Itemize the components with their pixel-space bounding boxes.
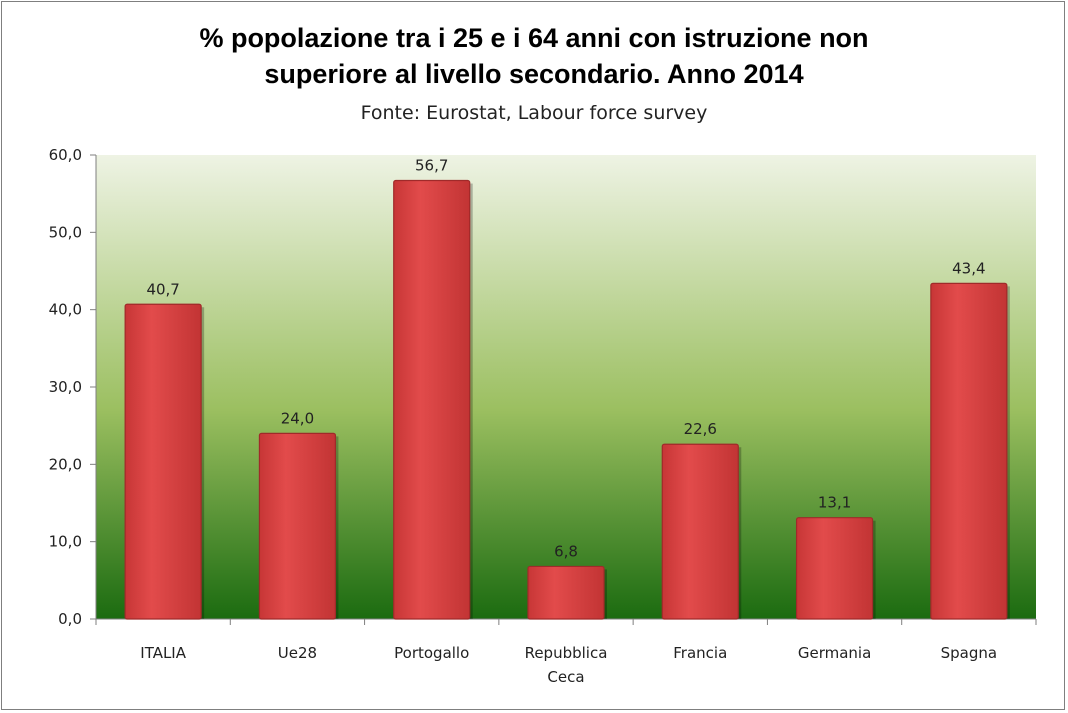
data-label: 24,0 [281,409,314,427]
bar [527,565,605,620]
y-tick-label: 40,0 [49,301,82,319]
category-label: Portogallo [394,644,469,662]
category-label: ITALIA [140,644,186,662]
y-tick-label: 0,0 [58,610,82,628]
y-tick-label: 20,0 [49,455,82,473]
chart-title-line2: superiore al livello secondario. Anno 20… [264,59,804,89]
category-label: Ceca [547,668,584,686]
category-label: Ue28 [278,644,317,662]
data-label: 40,7 [146,280,179,298]
bar [258,432,337,620]
category-label: Francia [673,644,727,662]
plot-area [96,155,1036,619]
chart-title-line1: % popolazione tra i 25 e i 64 anni con i… [199,23,869,53]
bar [661,443,739,620]
category-label: Repubblica [525,644,608,662]
category-label: Spagna [941,644,997,662]
y-tick-label: 50,0 [49,223,82,241]
y-tick-label: 10,0 [49,533,82,551]
bar [930,282,1008,620]
data-label: 43,4 [952,259,985,277]
data-label: 6,8 [554,542,578,560]
data-label: 13,1 [818,494,851,512]
chart-subtitle: Fonte: Eurostat, Labour force survey [360,102,708,124]
bar [795,517,874,620]
data-label: 22,6 [684,420,717,438]
y-tick-label: 30,0 [49,378,82,396]
y-tick-label: 60,0 [49,146,82,164]
category-label: Germania [798,644,871,662]
bar [124,303,202,620]
bar [393,179,471,620]
chart-title: % popolazione tra i 25 e i 64 anni con i… [0,20,1068,92]
data-label: 56,7 [415,157,448,175]
